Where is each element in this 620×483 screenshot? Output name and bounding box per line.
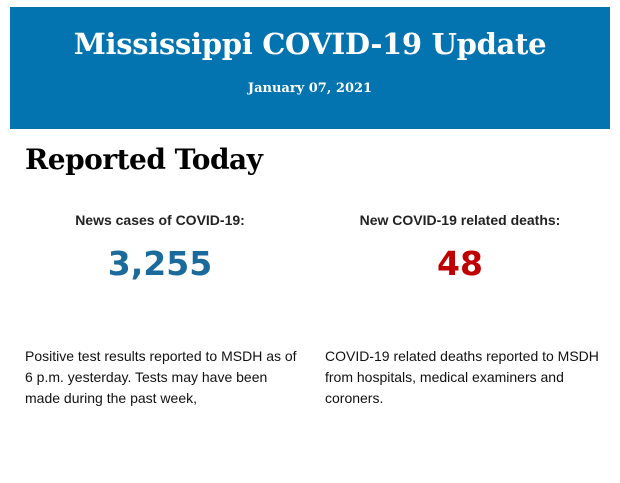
page-title: Mississippi COVID-19 Update — [73, 27, 547, 61]
new-deaths-label: New COVID-19 related deaths: — [359, 212, 561, 228]
new-cases-description: Positive test results reported to MSDH a… — [25, 348, 297, 406]
new-deaths-stat: New COVID-19 related deaths: 48 COVID-19… — [315, 212, 605, 406]
section-heading: Reported Today — [25, 143, 263, 176]
new-cases-stat: News cases of COVID-19: 3,255 Positive t… — [15, 212, 305, 406]
header-banner: Mississippi COVID-19 Update January 07, … — [10, 7, 610, 129]
new-cases-label: News cases of COVID-19: — [75, 212, 245, 228]
report-date: January 07, 2021 — [247, 81, 373, 96]
new-deaths-description: COVID-19 related deaths reported to MSDH… — [325, 348, 599, 406]
new-deaths-value: 48 — [437, 244, 483, 283]
new-cases-value: 3,255 — [107, 244, 213, 283]
